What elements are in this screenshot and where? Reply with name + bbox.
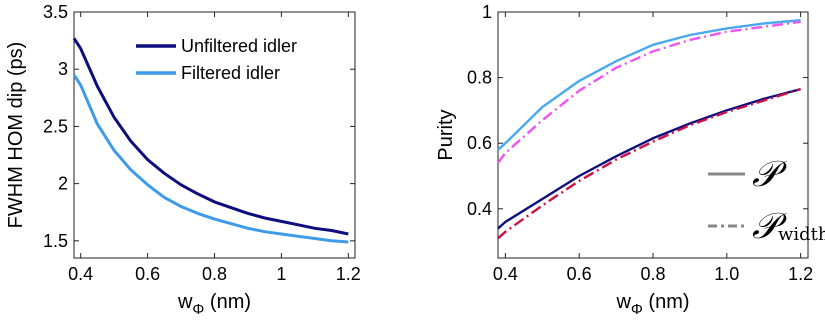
x-tick-label: 1: [276, 264, 286, 284]
legend-label: Unfiltered idler: [181, 36, 297, 56]
x-tick-label: 0.6: [135, 264, 160, 284]
y-tick-label: 3.5: [43, 2, 68, 22]
x-tick-label: 1.2: [788, 264, 813, 284]
x-tick-label: 1.0: [714, 264, 739, 284]
series-line-2: [497, 87, 801, 230]
series-line-1: [72, 74, 349, 244]
series-line-0: [497, 19, 801, 151]
legend-label: Filtered idler: [181, 63, 280, 83]
y-tick-label: 3: [58, 59, 68, 79]
left-panel: 0.4 0.6 0.8 1 1.2 1.5 2 2.5 3 3.5 wΦ (nm) FWHM HOM …: [5, 2, 361, 318]
x-tick-label: 0.4: [68, 264, 93, 284]
x-tick-label: 0.4: [493, 264, 518, 284]
y-tick-label: 2: [58, 174, 68, 194]
series-line-3: [497, 87, 801, 240]
x-tick-label: 0.8: [202, 264, 227, 284]
x-tick-label: 0.8: [640, 264, 665, 284]
x-tick-label: 1.2: [336, 264, 361, 284]
series-line-1: [497, 20, 801, 164]
y-tick-label: 0.6: [467, 133, 492, 153]
y-tick-label: 1.5: [43, 231, 68, 251]
y-tick-label: 2.5: [43, 116, 68, 136]
y-tick-label: 0.8: [467, 68, 492, 88]
x-tick-label: 0.6: [567, 264, 592, 284]
series-line-0: [72, 37, 349, 236]
y-axis-label: Purity: [435, 109, 457, 160]
x-axis-label: wΦ (nm): [615, 291, 689, 318]
legend-symbol: 𝒫: [752, 154, 788, 195]
y-tick-label: 1: [482, 2, 492, 22]
legend-subscript: width: [778, 224, 825, 245]
y-tick-label: 0.4: [467, 199, 492, 219]
x-axis-label: wΦ (nm): [177, 291, 251, 318]
y-axis-label: FWHM HOM dip (ps): [5, 42, 27, 229]
